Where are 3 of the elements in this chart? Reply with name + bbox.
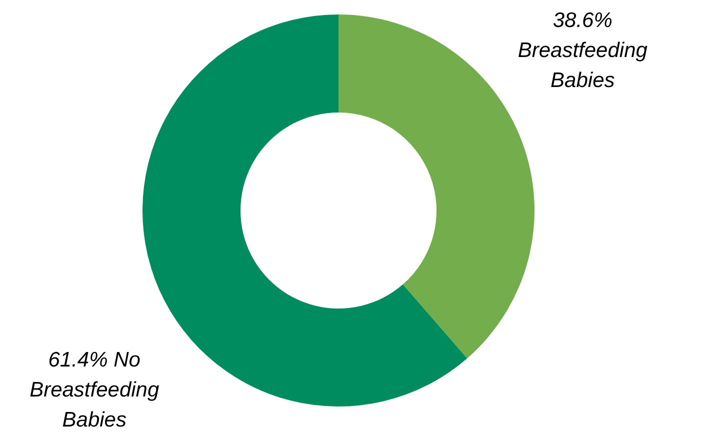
data-label: 38.6%: [552, 9, 612, 32]
slice-label: 61.4% No Breastfeeding Babies: [30, 348, 160, 432]
slice-label: Breastfeeding Babies: [518, 39, 648, 92]
